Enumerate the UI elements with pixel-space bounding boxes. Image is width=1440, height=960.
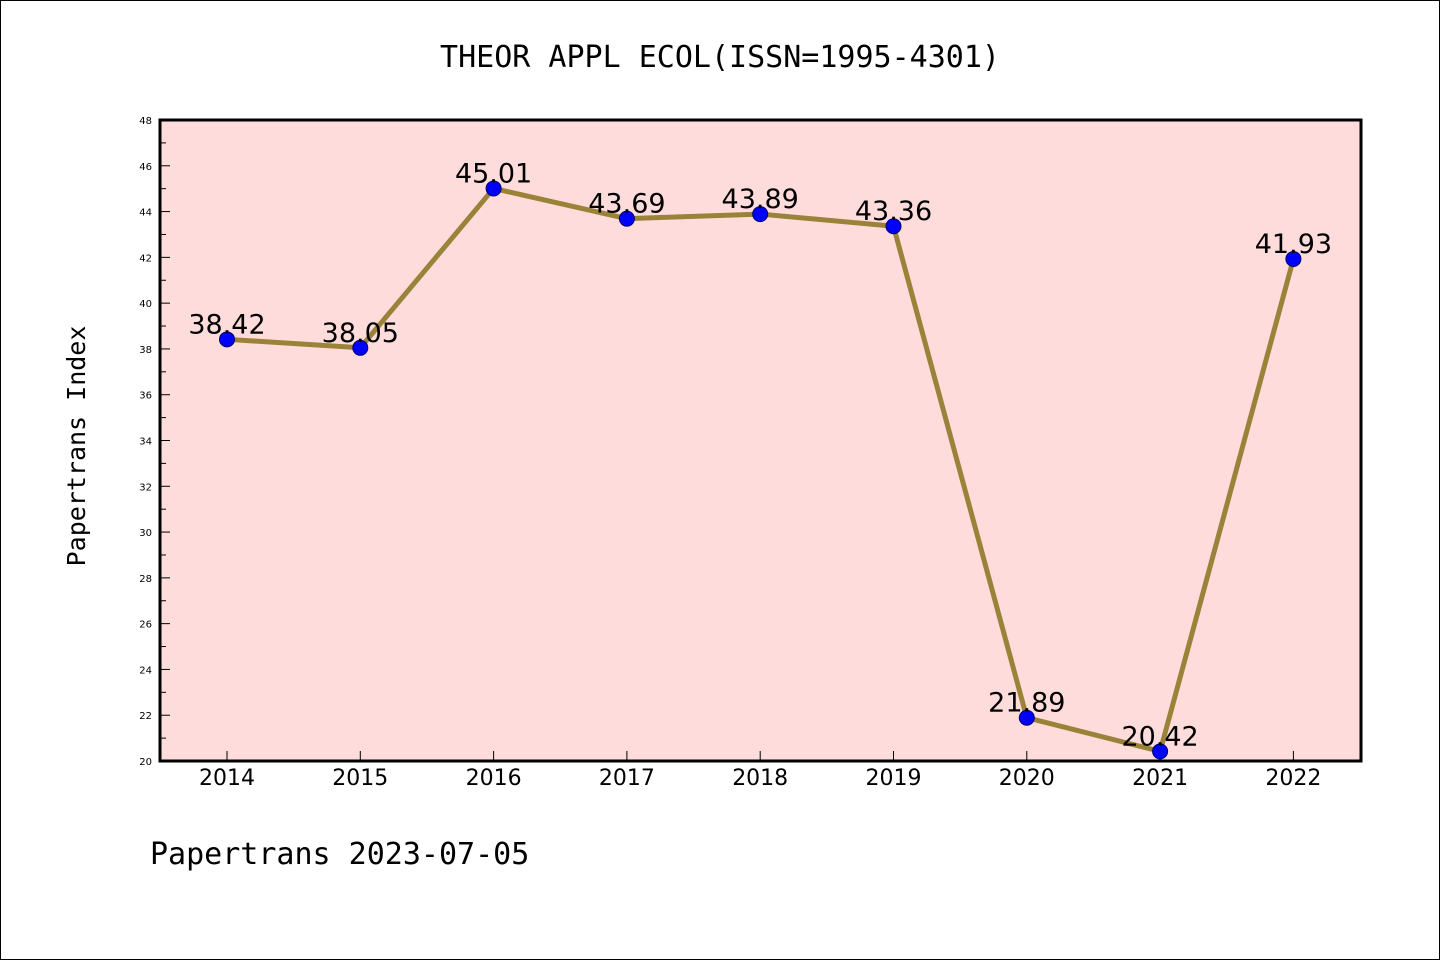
y-tick-label: 20 <box>139 757 152 768</box>
data-label: 45.01 <box>455 158 532 189</box>
data-point <box>885 218 902 235</box>
data-label: 43.36 <box>855 196 932 227</box>
y-tick-label: 36 <box>139 391 152 402</box>
y-tick-label: 28 <box>139 574 152 585</box>
y-tick-label: 30 <box>139 528 152 539</box>
plot-area <box>158 118 1363 763</box>
y-tick-label: 48 <box>139 116 152 127</box>
y-tick-label: 34 <box>139 437 152 448</box>
data-point <box>1285 250 1302 267</box>
x-tick-label: 2022 <box>1265 766 1321 791</box>
data-series: 38.42 38.05 45.01 43.69 43.89 43.36 21.89 20.42… <box>188 158 1332 760</box>
y-axis-label: Papertrans Index <box>62 326 91 567</box>
data-label: 43.69 <box>588 189 665 220</box>
data-point <box>1152 743 1169 760</box>
x-tick-label: 2014 <box>199 766 255 791</box>
data-point <box>485 180 502 197</box>
data-label: 38.42 <box>188 309 265 340</box>
y-axis: 20 22 24 26 28 30 32 34 36 38 40 42 44 46 48 <box>139 116 170 768</box>
data-label: 20.42 <box>1121 721 1198 752</box>
y-tick-label: 40 <box>139 299 152 310</box>
y-tick-label: 44 <box>139 208 152 219</box>
data-label: 43.89 <box>722 184 799 215</box>
x-axis: 2014 2015 2016 2017 2018 2019 2020 2021 2022 <box>199 751 1321 791</box>
y-tick-label: 24 <box>139 665 152 676</box>
data-point <box>219 331 235 348</box>
data-label: 21.89 <box>988 688 1065 719</box>
y-tick-label: 32 <box>139 482 152 493</box>
y-tick-label: 22 <box>139 711 152 722</box>
data-label: 41.93 <box>1255 229 1332 260</box>
chart-title: THEOR APPL ECOL(ISSN=1995-4301) <box>440 40 1000 75</box>
x-tick-label: 2019 <box>866 766 922 791</box>
x-tick-label: 2016 <box>466 766 522 791</box>
x-tick-label: 2017 <box>599 766 655 791</box>
data-point <box>752 206 769 223</box>
y-tick-label: 38 <box>139 345 152 356</box>
x-tick-label: 2021 <box>1132 766 1188 791</box>
y-tick-label: 46 <box>139 162 152 173</box>
x-tick-label: 2020 <box>999 766 1055 791</box>
x-tick-label: 2015 <box>332 766 388 791</box>
data-point <box>1018 709 1035 726</box>
y-tick-label: 26 <box>139 620 152 631</box>
y-tick-label: 42 <box>139 253 152 264</box>
data-point <box>618 210 635 227</box>
x-tick-label: 2018 <box>732 766 788 791</box>
data-label: 38.05 <box>322 318 399 349</box>
data-point <box>352 339 369 356</box>
footer-text: Papertrans 2023-07-05 <box>150 837 529 872</box>
